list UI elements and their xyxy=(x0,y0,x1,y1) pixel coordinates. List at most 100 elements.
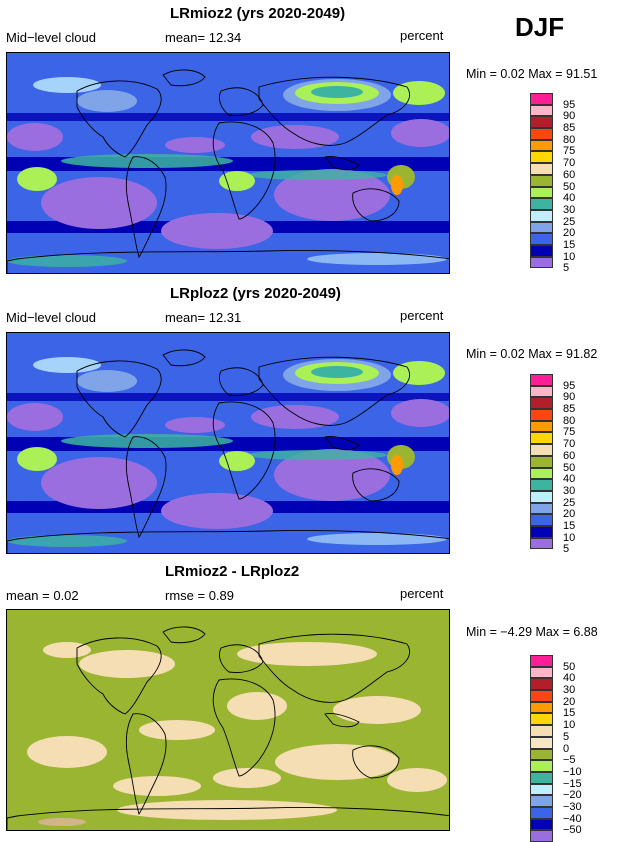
difference-field xyxy=(275,744,399,780)
legend-label: 95 xyxy=(563,98,576,111)
difference-field xyxy=(27,736,107,768)
cloud-field xyxy=(33,77,101,93)
legend-swatch xyxy=(530,736,553,749)
coastline xyxy=(258,633,410,703)
cloud-field xyxy=(391,175,403,195)
legend-swatch xyxy=(530,690,553,702)
cloud-field xyxy=(247,170,387,180)
legend-label: 90 xyxy=(563,391,576,404)
legend-swatch xyxy=(530,666,553,679)
panel-3-map-plot xyxy=(7,610,449,830)
coastline xyxy=(218,367,264,396)
legend-swatch xyxy=(530,502,553,515)
panel-3-map xyxy=(6,609,450,831)
cloud-field xyxy=(247,450,387,460)
cloud-field xyxy=(61,434,233,448)
legend-label: 30 xyxy=(563,684,576,697)
legend-label: 50 xyxy=(563,461,576,474)
legend-swatch xyxy=(530,455,553,468)
legend-label: 25 xyxy=(563,215,576,228)
cloud-field xyxy=(77,90,137,112)
cloud-field xyxy=(61,154,233,168)
legend-swatch xyxy=(530,151,553,164)
legend-label: 15 xyxy=(563,707,576,720)
cloud-field xyxy=(391,399,449,427)
legend-label: 10 xyxy=(563,719,576,732)
legend-swatch xyxy=(530,104,553,117)
cloud-field xyxy=(165,137,225,153)
legend-swatch xyxy=(530,374,553,386)
legend-label: 40 xyxy=(563,192,576,205)
legend-label: 5 xyxy=(563,543,570,556)
panel-3-mean-label: mean = 0.02 xyxy=(6,588,79,603)
legend-swatch xyxy=(530,806,553,819)
legend-swatch xyxy=(530,432,553,445)
legend-swatch xyxy=(530,409,553,421)
legend-swatch xyxy=(530,655,553,667)
legend-swatch xyxy=(530,748,553,761)
panel-3-title: LRmioz2 - LRploz2 xyxy=(165,563,300,580)
legend-swatch xyxy=(530,93,553,105)
difference-field xyxy=(38,818,86,826)
panel-2-variable-label: Mid−level cloud xyxy=(6,310,96,325)
legend-swatch xyxy=(530,678,553,691)
legend-swatch xyxy=(530,198,553,210)
legend-label: 85 xyxy=(563,403,576,416)
panel-2-map xyxy=(6,332,450,554)
legend-label: −50 xyxy=(563,824,582,837)
legend-swatch xyxy=(530,818,553,831)
coastline xyxy=(76,80,162,158)
legend-label: 20 xyxy=(563,508,576,521)
legend-label: 60 xyxy=(563,449,576,462)
panel-1-units-label: percent xyxy=(400,28,444,43)
cloud-field xyxy=(393,81,445,105)
legend-label: −15 xyxy=(563,777,582,790)
legend-label: 20 xyxy=(563,227,576,240)
legend-label: 10 xyxy=(563,531,576,544)
cloud-field xyxy=(77,370,137,392)
legend-label: 30 xyxy=(563,484,576,497)
coastline xyxy=(258,356,410,426)
panel-1-min-max: Min = 0.02 Max = 91.51 xyxy=(466,67,598,81)
legend-label: 70 xyxy=(563,157,576,170)
legend-label: 15 xyxy=(563,519,576,532)
difference-field xyxy=(213,768,281,788)
legend-label: 80 xyxy=(563,133,576,146)
cloud-field xyxy=(311,86,363,98)
cloud-field xyxy=(391,455,403,475)
legend-label: 15 xyxy=(563,238,576,251)
cloud-field xyxy=(393,361,445,385)
difference-field xyxy=(43,642,91,658)
coastline xyxy=(212,121,276,220)
cloud-field xyxy=(7,535,127,547)
coastline xyxy=(7,250,449,273)
coastline xyxy=(218,644,264,673)
panel-1-variable-label: Mid−level cloud xyxy=(6,30,96,45)
panel-3-min-max: Min = −4.29 Max = 6.88 xyxy=(466,625,598,639)
legend-label: 70 xyxy=(563,438,576,451)
legend-swatch xyxy=(530,256,553,269)
legend-swatch xyxy=(530,701,553,714)
legend-label: 25 xyxy=(563,496,576,509)
legend-label: −10 xyxy=(563,765,582,778)
legend-swatch xyxy=(530,467,553,480)
cloud-field xyxy=(161,213,273,249)
cloud-field xyxy=(307,253,447,265)
legend-swatch xyxy=(530,397,553,410)
coastline xyxy=(162,69,206,87)
difference-field xyxy=(139,720,215,740)
legend-label: 40 xyxy=(563,473,576,486)
difference-field xyxy=(333,696,421,724)
cloud-field xyxy=(7,403,63,431)
coastline xyxy=(125,436,167,539)
panel-3-rmse-label: rmse = 0.89 xyxy=(165,588,235,603)
legend-label: 75 xyxy=(563,145,576,158)
cloud-field xyxy=(274,449,390,501)
cloud-field xyxy=(7,393,449,401)
difference-field xyxy=(117,800,337,820)
coastline xyxy=(352,745,400,779)
coastline xyxy=(162,349,206,367)
legend-swatch xyxy=(530,221,553,234)
legend-swatch xyxy=(530,525,553,538)
legend-label: 80 xyxy=(563,414,576,427)
